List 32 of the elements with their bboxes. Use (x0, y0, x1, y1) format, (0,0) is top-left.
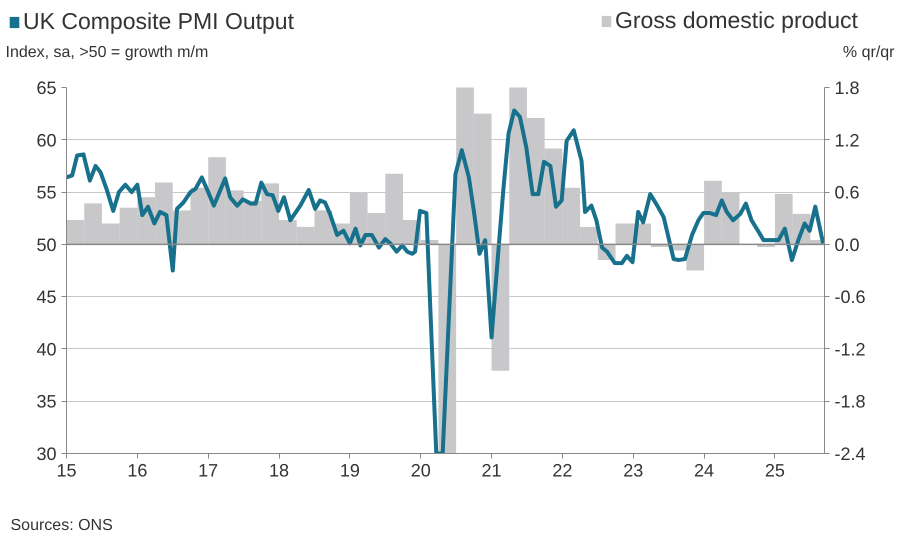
x-tick-label: 18 (269, 460, 290, 480)
y2-tick-label: -2.4 (834, 444, 866, 464)
y-axis-title: Index, sa, >50 = growth m/m (6, 44, 208, 61)
y2-tick-label: 1.8 (834, 78, 860, 98)
y2-tick-label: -0.6 (834, 287, 866, 308)
x-tick-label: 25 (764, 460, 785, 480)
x-tick-label: 22 (552, 460, 572, 480)
y-tick-label: 55 (36, 182, 57, 203)
legend-label: Gross domestic product (615, 7, 858, 34)
x-tick-label: 23 (623, 460, 644, 480)
y-tick-label: 40 (36, 339, 57, 360)
y2-tick-label: -1.2 (834, 339, 866, 360)
y2-axis-title: % qr/qr (842, 44, 896, 61)
legend-label: UK Composite PMI Output (23, 8, 294, 35)
y2-tick-label: 1.2 (834, 130, 860, 150)
x-tick-label: 24 (694, 460, 714, 480)
y-tick-label: 35 (36, 392, 57, 412)
x-tick-label: 17 (198, 460, 218, 480)
x-tick-label: 21 (482, 460, 502, 480)
y2-tick-label: 0.0 (834, 234, 860, 255)
y-tick-label: 50 (36, 234, 57, 255)
y2-tick-label: -1.8 (834, 392, 866, 412)
y-tick-label: 30 (36, 444, 57, 464)
x-tick-label: 19 (340, 460, 360, 480)
y-tick-label: 45 (36, 287, 57, 308)
y2-tick-label: 0.6 (834, 182, 860, 203)
x-tick-label: 20 (410, 460, 431, 480)
y-tick-label: 60 (36, 130, 57, 150)
x-tick-label: 15 (56, 460, 77, 480)
y-tick-label: 65 (36, 78, 57, 98)
source-note: Sources: ONS (10, 517, 113, 534)
x-tick-label: 16 (127, 460, 148, 480)
